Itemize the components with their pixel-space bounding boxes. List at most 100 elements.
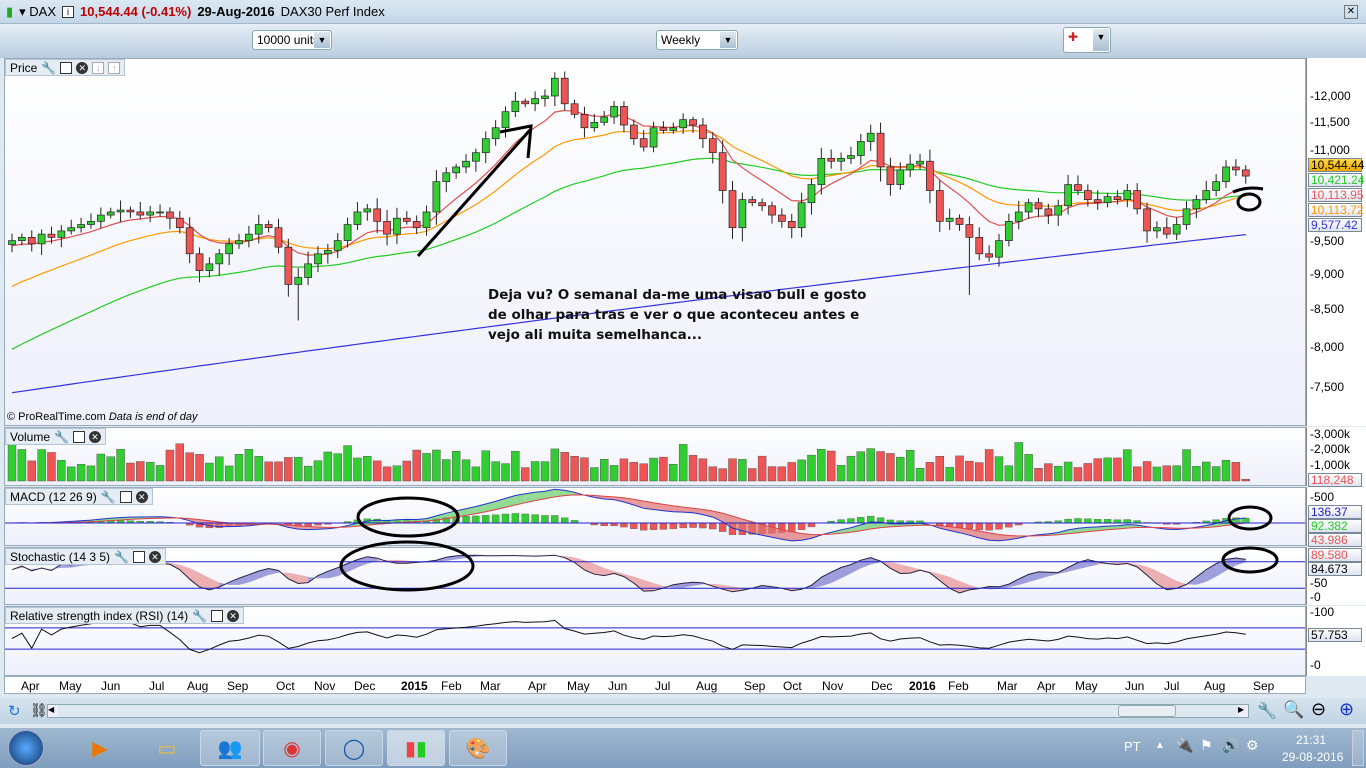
move-up-icon[interactable]: ↑ (108, 61, 121, 74)
chevron-down-icon[interactable]: ▼ (1093, 29, 1109, 51)
clock-date[interactable]: 29-08-2016 (1282, 750, 1344, 764)
date-label: Nov (822, 679, 844, 693)
volume-bar (1202, 461, 1211, 482)
ma-mid-tag: 10,113.72 (1308, 203, 1364, 217)
flag-icon[interactable]: ⚑ (1200, 737, 1213, 753)
price-axis[interactable] (1306, 58, 1366, 426)
messenger-icon[interactable]: 👥 (200, 730, 260, 766)
annotation-circle (356, 496, 460, 538)
volume-bar (550, 448, 560, 482)
prorealtime-icon[interactable]: ▮ ▮ (387, 730, 445, 766)
language-indicator[interactable]: PT (1124, 739, 1141, 754)
last-price-tag: 10,544.44 (1308, 158, 1364, 172)
candlestick-icon[interactable]: ▮ (6, 3, 14, 19)
macd-panel[interactable] (4, 487, 1306, 546)
price-panel[interactable] (4, 58, 1306, 426)
app-icon[interactable]: ◯ (325, 730, 383, 766)
volume-bar (195, 454, 204, 482)
volume-bar (205, 462, 214, 482)
close-icon[interactable]: ✕ (88, 430, 101, 443)
volume-bar (560, 451, 569, 482)
scroll-right-icon[interactable]: ▶ (1238, 705, 1248, 717)
window-icon[interactable] (133, 550, 146, 563)
candle (1054, 205, 1063, 216)
volume-tag: 118,248 (1308, 473, 1362, 487)
macd-fill (791, 531, 802, 541)
candle (975, 237, 984, 255)
chevron-down-icon[interactable]: ▼ (314, 32, 330, 48)
window-icon[interactable] (72, 430, 85, 443)
macd-histogram-bar (837, 519, 845, 524)
horizontal-scrollbar[interactable]: ◀ ▶ (47, 704, 1249, 718)
macd-fill (979, 531, 990, 541)
chevron-down-icon[interactable]: ▼ (720, 32, 736, 48)
show-hidden-icons[interactable]: ▲ (1155, 740, 1165, 751)
window-icon[interactable] (211, 609, 224, 622)
close-icon[interactable]: ✕ (135, 490, 148, 503)
timeframe-select[interactable]: Weekly ▼ (656, 30, 738, 50)
move-down-icon[interactable]: ↓ (92, 61, 105, 74)
zoom-fit-icon[interactable]: 🔍 (1283, 700, 1305, 719)
explorer-icon[interactable]: ▭ (157, 737, 177, 760)
wrench-icon[interactable]: 🔧 (114, 549, 130, 564)
arrow-line (416, 129, 532, 257)
macd-histogram-bar (630, 522, 638, 529)
chart-type-icon[interactable]: ⛓ (30, 702, 48, 718)
symbol-dropdown[interactable]: ▾ DAX (19, 3, 57, 19)
volume-bar (738, 459, 747, 482)
macd-fill (673, 505, 684, 513)
macd-signal-tag: 92.382 (1308, 519, 1362, 533)
wrench-icon[interactable]: 🔧 (100, 489, 116, 504)
window-icon[interactable] (60, 61, 73, 74)
candle (422, 211, 431, 229)
close-icon[interactable]: ✕ (1344, 4, 1358, 19)
volume-bar (688, 455, 698, 482)
units-select[interactable]: 10000 units ▼ (252, 30, 332, 50)
volume-bar (787, 462, 796, 482)
volume-bar (994, 456, 1004, 482)
stochastic-fill (623, 573, 634, 584)
close-icon[interactable]: ✕ (227, 609, 240, 622)
indicators-button[interactable]: ✚ ▼ (1063, 27, 1111, 53)
stochastic-panel[interactable] (4, 547, 1306, 605)
candle (195, 253, 204, 271)
scroll-thumb[interactable] (1118, 705, 1176, 717)
volume-bar (669, 464, 678, 482)
candle (373, 208, 382, 222)
chart-canvas[interactable] (0, 0, 1366, 700)
date-axis[interactable]: Apr May Jun Jul Aug Sep Oct Nov Dec 2015 Feb Mar Apr… (4, 676, 1306, 694)
media-player-icon[interactable]: ▶ (92, 737, 108, 760)
refresh-icon[interactable]: ↻ (8, 703, 21, 720)
candle (215, 253, 224, 265)
wrench-icon[interactable]: 🔧 (192, 608, 208, 623)
clock-time[interactable]: 21:31 (1296, 733, 1327, 747)
zoom-in-icon[interactable]: ⊕ (1339, 699, 1355, 719)
start-button[interactable] (8, 730, 44, 766)
paint-icon[interactable]: 🎨 (449, 730, 507, 766)
candle (718, 152, 727, 191)
date-label: Feb (441, 679, 462, 693)
volume-bar (1103, 457, 1112, 482)
date-label: Jul (655, 679, 671, 693)
info-icon[interactable]: i (62, 5, 75, 18)
show-desktop-button[interactable] (1352, 730, 1364, 766)
scroll-left-icon[interactable]: ◀ (48, 705, 58, 717)
chrome-icon[interactable]: ◉ (263, 730, 321, 766)
volume-icon[interactable]: 🔊 (1222, 737, 1240, 753)
chart-settings-icon[interactable]: 🔧 (1257, 703, 1277, 720)
candle (521, 100, 530, 105)
date-label: Apr (21, 679, 40, 693)
power-icon[interactable]: 🔌 (1176, 737, 1194, 753)
zoom-out-icon[interactable]: ⊖ (1311, 699, 1327, 719)
volume-bar (353, 457, 362, 482)
wrench-icon[interactable]: 🔧 (54, 429, 69, 444)
candle (758, 202, 766, 207)
window-icon[interactable] (119, 490, 132, 503)
close-icon[interactable]: ✕ (76, 61, 89, 74)
close-icon[interactable]: ✕ (149, 550, 162, 563)
macd-histogram-bar (669, 522, 677, 530)
annotation-text[interactable]: Deja vu? O semanal da-me uma visao bull … (488, 287, 867, 343)
date-label: Oct (276, 679, 295, 693)
network-icon[interactable]: ⚙ (1246, 737, 1259, 753)
wrench-icon[interactable]: 🔧 (41, 60, 57, 75)
